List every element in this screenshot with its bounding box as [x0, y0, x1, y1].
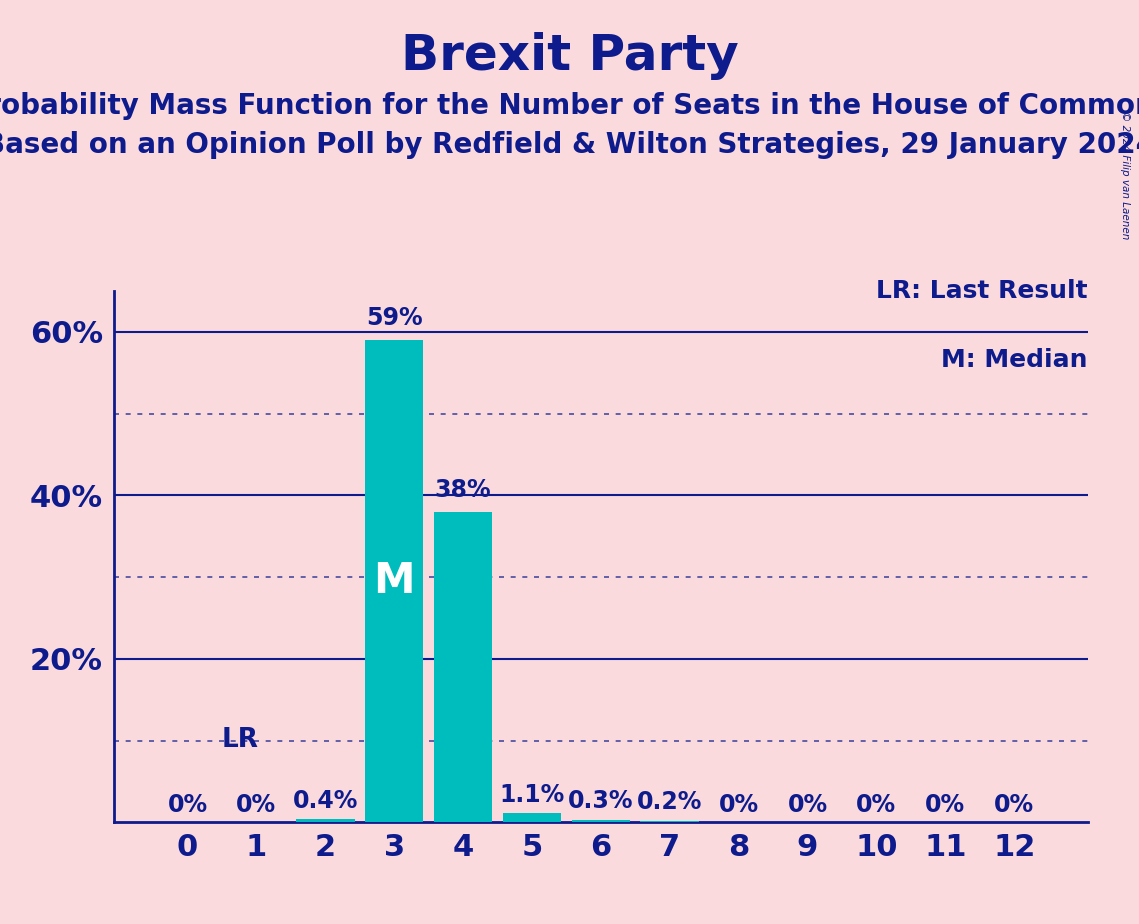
Text: Probability Mass Function for the Number of Seats in the House of Commons: Probability Mass Function for the Number… — [0, 92, 1139, 120]
Bar — [572, 820, 630, 822]
Text: Based on an Opinion Poll by Redfield & Wilton Strategies, 29 January 2024: Based on an Opinion Poll by Redfield & W… — [0, 131, 1139, 159]
Bar — [640, 821, 699, 822]
Text: 0%: 0% — [236, 794, 277, 818]
Bar — [296, 819, 354, 822]
Text: 0%: 0% — [857, 794, 896, 818]
Text: 0.2%: 0.2% — [637, 790, 703, 814]
Text: 0%: 0% — [994, 794, 1034, 818]
Text: © 2024 Filip van Laenen: © 2024 Filip van Laenen — [1120, 111, 1130, 239]
Text: 0%: 0% — [719, 794, 759, 818]
Text: 59%: 59% — [366, 306, 423, 330]
Text: 0%: 0% — [925, 794, 966, 818]
Text: M: M — [374, 560, 415, 602]
Text: 38%: 38% — [435, 478, 491, 502]
Text: LR: LR — [222, 727, 259, 753]
Text: 0.4%: 0.4% — [293, 788, 358, 812]
Text: M: Median: M: Median — [941, 347, 1088, 371]
Text: 0%: 0% — [167, 794, 207, 818]
Text: 0%: 0% — [787, 794, 828, 818]
Text: Brexit Party: Brexit Party — [401, 32, 738, 80]
Bar — [502, 813, 562, 822]
Bar — [434, 512, 492, 822]
Text: 1.1%: 1.1% — [499, 783, 565, 807]
Text: LR: Last Result: LR: Last Result — [876, 279, 1088, 303]
Bar — [364, 340, 424, 822]
Text: 0.3%: 0.3% — [568, 789, 633, 813]
